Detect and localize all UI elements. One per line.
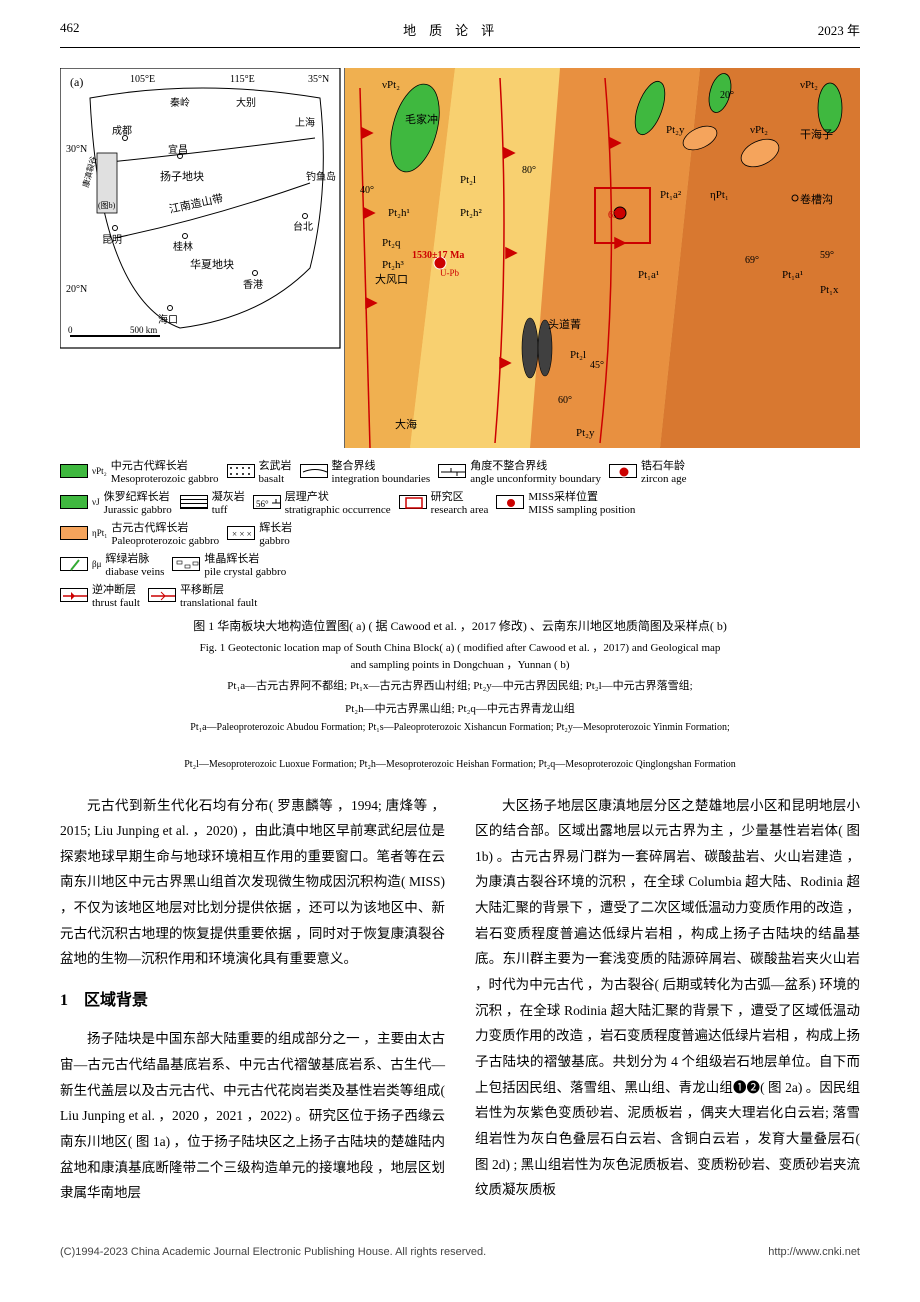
- svg-text:Pt₂y: Pt₂y: [576, 427, 595, 439]
- geological-map: (a) 105°E 115°E 35°N 30°N 20°N 秦岭 大别 上海 …: [60, 68, 860, 448]
- svg-text:Pt₂h¹: Pt₂h¹: [388, 207, 410, 219]
- abbrev-zh-1: Pt₁a—古元古界阿不都组; Pt₁x—古元古界西山村组; Pt₂y—中元古界因…: [60, 677, 860, 696]
- svg-text:Pt₂l: Pt₂l: [460, 174, 476, 186]
- svg-text:桂林: 桂林: [173, 240, 193, 253]
- svg-text:115°E: 115°E: [230, 74, 255, 85]
- svg-text:40°: 40°: [360, 185, 374, 196]
- section-1-title: 1 区域背景: [60, 986, 445, 1016]
- svg-text:毛家冲: 毛家冲: [405, 112, 438, 126]
- svg-text:νPt₂: νPt₂: [800, 79, 818, 91]
- left-paragraph-2: 扬子陆块是中国东部大陆重要的组成部分之一 ，主要由太古宙—古元古代结晶基底岩系、…: [60, 1026, 445, 1205]
- svg-text:35°N: 35°N: [308, 74, 329, 85]
- journal-title: 地 质 论 评: [403, 20, 494, 39]
- svg-text:30°N: 30°N: [66, 144, 87, 155]
- svg-text:× × ×: × × ×: [232, 529, 252, 539]
- right-paragraph-1: 大区扬子地层区康滇地层分区之楚雄地层小区和昆明地层小区的结合部。区域出露地层以元…: [475, 793, 860, 1203]
- svg-text:69°: 69°: [745, 255, 759, 266]
- svg-text:头道菁: 头道菁: [548, 317, 581, 331]
- svg-text:钓鱼岛: 钓鱼岛: [306, 170, 336, 183]
- svg-text:大海: 大海: [395, 417, 417, 431]
- svg-text:秦岭: 秦岭: [170, 96, 190, 109]
- copyright-text: (C)1994-2023 China Academic Journal Elec…: [60, 1246, 486, 1258]
- svg-text:Pt₁a¹: Pt₁a¹: [638, 269, 659, 281]
- svg-text:大别: 大别: [236, 96, 256, 109]
- svg-text:U-Pb: U-Pb: [440, 268, 460, 278]
- abbrev-en-2: Pt₂l—Mesoproterozoic Luoxue Formation; P…: [60, 756, 860, 773]
- svg-text:ηPt₁: ηPt₁: [710, 189, 729, 201]
- svg-text:νPt₂: νPt₂: [750, 124, 768, 136]
- svg-text:台北: 台北: [293, 220, 313, 233]
- figure-caption-en-1: Fig. 1 Geotectonic location map of South…: [60, 640, 860, 657]
- footer-url: http://www.cnki.net: [768, 1246, 860, 1258]
- svg-text:20°N: 20°N: [66, 284, 87, 295]
- abbrev-zh-2: Pt₂h—中元古界黑山组; Pt₂q—中元古界青龙山组: [60, 700, 860, 719]
- svg-text:Pt₁x: Pt₁x: [820, 284, 839, 296]
- svg-text:(图b): (图b): [98, 201, 116, 210]
- svg-text:大风口: 大风口: [375, 272, 408, 286]
- svg-text:卷槽沟: 卷槽沟: [800, 192, 833, 206]
- page-number: 462: [60, 20, 80, 39]
- svg-text:Pt₂l: Pt₂l: [570, 349, 586, 361]
- abbrev-en-1: Pt₁a—Paleoproterozoic Abudou Formation; …: [60, 719, 860, 736]
- svg-text:20°: 20°: [720, 90, 734, 101]
- svg-text:Pt₂h²: Pt₂h²: [460, 207, 483, 219]
- svg-text:华夏地块: 华夏地块: [190, 257, 234, 271]
- svg-text:65°: 65°: [608, 210, 622, 221]
- svg-text:Pt₁a¹: Pt₁a¹: [782, 269, 803, 281]
- svg-text:45°: 45°: [590, 360, 604, 371]
- svg-text:香港: 香港: [243, 279, 263, 291]
- svg-text:昆明: 昆明: [102, 234, 122, 246]
- svg-text:56°: 56°: [256, 499, 269, 509]
- svg-text:康滇裂谷: 康滇裂谷: [80, 155, 98, 188]
- svg-text:江南造山带: 江南造山带: [168, 191, 225, 216]
- figure-1: (a) 105°E 115°E 35°N 30°N 20°N 秦岭 大别 上海 …: [60, 68, 860, 773]
- svg-text:海口: 海口: [158, 313, 178, 326]
- svg-text:105°E: 105°E: [130, 74, 155, 85]
- svg-text:Pt₁a²: Pt₁a²: [660, 189, 682, 201]
- svg-text:(a): (a): [70, 75, 83, 89]
- svg-text:上海: 上海: [295, 116, 315, 129]
- svg-text:Pt₂y: Pt₂y: [666, 124, 685, 136]
- left-paragraph-1: 元古代到新生代化石均有分布( 罗惠麟等 ，1994; 唐烽等 ，2015; Li…: [60, 793, 445, 972]
- svg-text:59°: 59°: [820, 250, 834, 261]
- svg-text:60°: 60°: [558, 395, 572, 406]
- figure-caption-zh: 图 1 华南板块大地构造位置图( a) ( 据 Cawood et al. ，2…: [60, 617, 860, 636]
- svg-text:νPt₂: νPt₂: [382, 79, 400, 91]
- year: 2023 年: [818, 20, 860, 39]
- svg-text:Pt₂h³: Pt₂h³: [382, 259, 405, 271]
- svg-text:扬子地块: 扬子地块: [160, 169, 204, 183]
- svg-text:1530±17 Ma: 1530±17 Ma: [412, 250, 464, 261]
- page-header: 462 地 质 论 评 2023 年: [60, 20, 860, 48]
- svg-text:500 km: 500 km: [130, 325, 157, 335]
- figure-legend: νPt₂中元古代辉长岩Mesoproterozoic gabbro 玄武岩bas…: [60, 457, 860, 609]
- figure-caption-en-2: and sampling points in Dongchuan ，Yunnan…: [60, 657, 860, 674]
- page-footer: (C)1994-2023 China Academic Journal Elec…: [0, 1246, 920, 1258]
- svg-text:宜昌: 宜昌: [168, 143, 188, 156]
- svg-text:80°: 80°: [522, 165, 536, 176]
- body-columns: 元古代到新生代化石均有分布( 罗惠麟等 ，1994; 唐烽等 ，2015; Li…: [60, 793, 860, 1206]
- left-column: 元古代到新生代化石均有分布( 罗惠麟等 ，1994; 唐烽等 ，2015; Li…: [60, 793, 445, 1206]
- svg-text:0: 0: [68, 325, 73, 335]
- right-column: 大区扬子地层区康滇地层分区之楚雄地层小区和昆明地层小区的结合部。区域出露地层以元…: [475, 793, 860, 1206]
- svg-text:成都: 成都: [112, 125, 132, 137]
- svg-text:Pt₂q: Pt₂q: [382, 237, 401, 249]
- svg-text:干海子: 干海子: [800, 127, 833, 141]
